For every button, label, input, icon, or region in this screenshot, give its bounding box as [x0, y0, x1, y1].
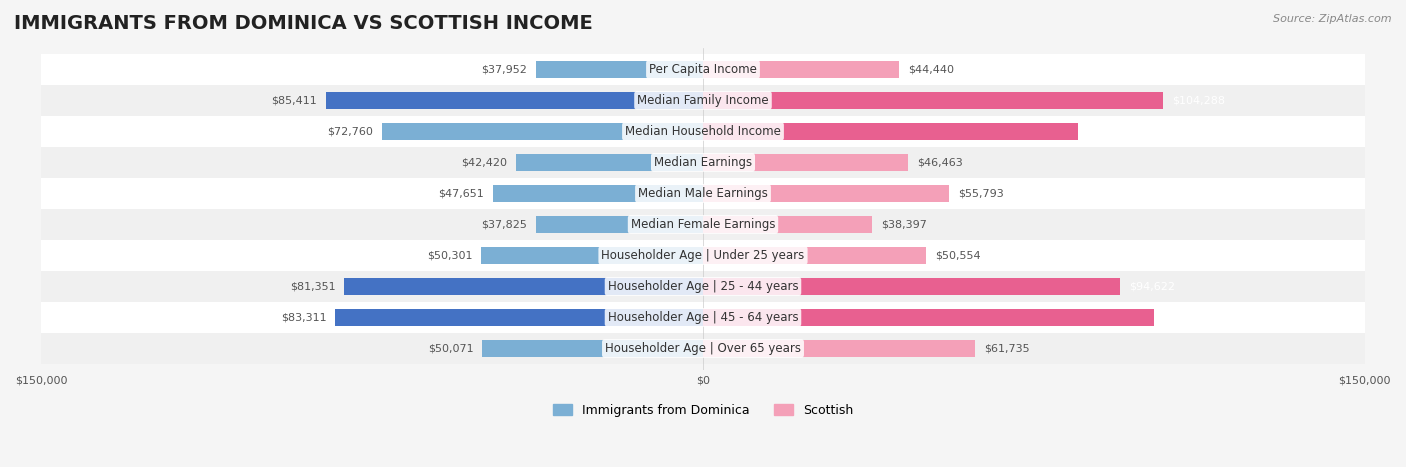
Bar [41, 302, 1365, 333]
Text: Median Male Earnings: Median Male Earnings [638, 187, 768, 200]
Text: Householder Age | 45 - 64 years: Householder Age | 45 - 64 years [607, 311, 799, 324]
Text: Householder Age | Over 65 years: Householder Age | Over 65 years [605, 342, 801, 355]
Text: $102,123: $102,123 [1163, 312, 1215, 322]
Text: $104,288: $104,288 [1173, 95, 1225, 106]
Bar [482, 340, 703, 357]
Text: $37,825: $37,825 [481, 219, 527, 229]
Bar [703, 185, 949, 202]
Text: $61,735: $61,735 [984, 343, 1029, 354]
Text: $37,952: $37,952 [481, 64, 527, 74]
Text: $38,397: $38,397 [882, 219, 927, 229]
Text: $50,554: $50,554 [935, 250, 980, 261]
Bar [41, 85, 1365, 116]
Bar [703, 92, 1163, 109]
Bar [481, 247, 703, 264]
Bar [41, 271, 1365, 302]
Text: $55,793: $55,793 [957, 188, 1004, 198]
Bar [536, 61, 703, 78]
Text: Householder Age | Under 25 years: Householder Age | Under 25 years [602, 249, 804, 262]
Text: Source: ZipAtlas.com: Source: ZipAtlas.com [1274, 14, 1392, 24]
Text: Median Female Earnings: Median Female Earnings [631, 218, 775, 231]
Text: $50,071: $50,071 [427, 343, 474, 354]
Bar [536, 216, 703, 233]
Bar [703, 309, 1153, 326]
Text: $44,440: $44,440 [908, 64, 953, 74]
Bar [703, 278, 1121, 295]
Bar [516, 154, 703, 171]
Text: Median Earnings: Median Earnings [654, 156, 752, 169]
Bar [336, 309, 703, 326]
Bar [41, 333, 1365, 364]
Bar [41, 178, 1365, 209]
Bar [703, 154, 908, 171]
Text: Median Household Income: Median Household Income [626, 125, 780, 138]
Text: $85,101: $85,101 [1087, 127, 1133, 136]
Bar [344, 278, 703, 295]
Text: $42,420: $42,420 [461, 157, 508, 168]
Bar [703, 247, 927, 264]
Text: Per Capita Income: Per Capita Income [650, 63, 756, 76]
Bar [41, 240, 1365, 271]
Bar [703, 61, 898, 78]
Legend: Immigrants from Dominica, Scottish: Immigrants from Dominica, Scottish [548, 399, 858, 422]
Bar [41, 209, 1365, 240]
Bar [703, 123, 1078, 140]
Bar [41, 116, 1365, 147]
Text: $46,463: $46,463 [917, 157, 963, 168]
Bar [41, 147, 1365, 178]
Bar [382, 123, 703, 140]
Text: $50,301: $50,301 [427, 250, 472, 261]
Text: Median Family Income: Median Family Income [637, 94, 769, 107]
Bar [703, 216, 872, 233]
Text: $72,760: $72,760 [328, 127, 373, 136]
Text: $81,351: $81,351 [290, 282, 335, 291]
Text: $85,411: $85,411 [271, 95, 318, 106]
Bar [703, 340, 976, 357]
Bar [41, 54, 1365, 85]
Text: $94,622: $94,622 [1129, 282, 1175, 291]
Text: Householder Age | 25 - 44 years: Householder Age | 25 - 44 years [607, 280, 799, 293]
Text: $47,651: $47,651 [439, 188, 484, 198]
Text: IMMIGRANTS FROM DOMINICA VS SCOTTISH INCOME: IMMIGRANTS FROM DOMINICA VS SCOTTISH INC… [14, 14, 593, 33]
Bar [492, 185, 703, 202]
Bar [326, 92, 703, 109]
Text: $83,311: $83,311 [281, 312, 326, 322]
